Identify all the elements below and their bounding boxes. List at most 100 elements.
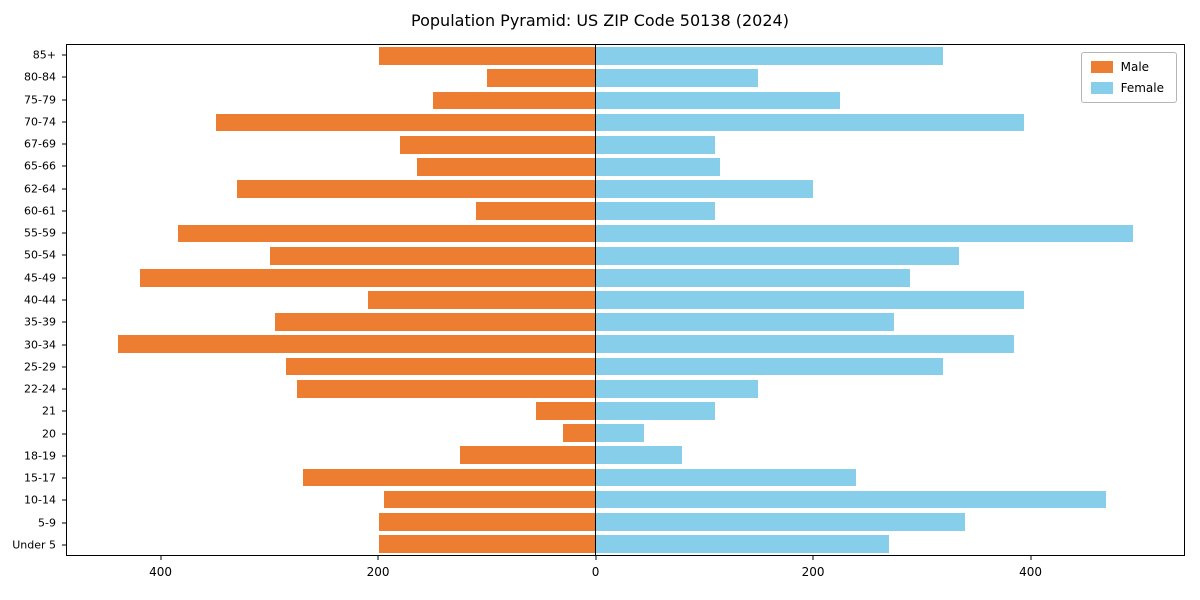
bar-female-80-84: [595, 69, 759, 88]
x-tick-mark: [812, 556, 814, 560]
y-tick-label: 5-9: [38, 516, 56, 530]
bar-female-20: [595, 424, 645, 442]
bar-male-10-14: [383, 490, 596, 509]
bar-male-67-69: [400, 135, 596, 154]
bar-male-25-29: [286, 357, 596, 376]
bar-male-50-54: [269, 246, 596, 265]
bar-female-5-9: [595, 512, 965, 531]
bar-male-18-19: [459, 446, 596, 465]
bar-female-35-39: [595, 313, 895, 332]
y-tick-label: 40-44: [24, 293, 56, 307]
bar-female-under-5: [595, 535, 889, 553]
y-tick-label: 85+: [32, 48, 56, 62]
bar-female-30-34: [595, 335, 1014, 354]
bar-female-65-66: [595, 158, 721, 176]
y-tick-mark: [62, 499, 66, 501]
y-tick-mark: [62, 210, 66, 212]
x-tick-label: 200: [366, 565, 390, 579]
y-tick-mark: [62, 121, 66, 123]
y-axis: 85+ 80-84 75-79 70-74 67-69 65-66 62-64 60-61 55…: [0, 44, 66, 556]
y-tick-label: 65-66: [24, 159, 56, 173]
y-tick-label: 60-61: [24, 204, 56, 218]
bar-male-21: [535, 402, 596, 420]
chart-title: Population Pyramid: US ZIP Code 50138 (2…: [411, 11, 789, 30]
plot-area: Male Female: [66, 44, 1185, 556]
bar-male-under-5: [378, 535, 596, 553]
y-tick-mark: [62, 54, 66, 56]
y-tick-mark: [62, 299, 66, 301]
x-tick-mark: [1030, 556, 1032, 560]
y-tick-label: 62-64: [24, 182, 56, 196]
bar-female-40-44: [595, 291, 1025, 309]
bar-female-21: [595, 402, 716, 420]
female-color-swatch: [1090, 82, 1113, 94]
y-tick-mark: [62, 143, 66, 145]
bar-female-10-14: [595, 490, 1106, 509]
y-tick-label: 80-84: [24, 70, 56, 84]
y-tick-mark: [62, 76, 66, 78]
x-tick-mark: [160, 556, 162, 560]
x-tick-label: 400: [1019, 565, 1043, 579]
bar-male-40-44: [367, 291, 596, 309]
y-tick-mark: [62, 544, 66, 546]
legend-label-female: Female: [1120, 81, 1164, 95]
bar-male-62-64: [237, 180, 596, 198]
bar-male-70-74: [215, 113, 596, 132]
bar-female-25-29: [595, 357, 943, 376]
bar-male-80-84: [487, 69, 596, 88]
y-tick-label: 22-24: [24, 382, 56, 396]
bar-female-18-19: [595, 446, 683, 465]
bar-female-60-61: [595, 202, 716, 221]
zero-axis-line: [594, 45, 597, 555]
bar-female-75-79: [595, 91, 840, 110]
y-tick-mark: [62, 165, 66, 167]
y-tick-label: 55-59: [24, 226, 56, 240]
y-tick-mark: [62, 188, 66, 190]
y-tick-label: 50-54: [24, 248, 56, 262]
y-tick-label: Under 5: [12, 538, 56, 552]
x-tick-label: 200: [801, 565, 825, 579]
y-tick-mark: [62, 522, 66, 524]
legend-item-female: Female: [1090, 81, 1164, 95]
y-tick-label: 45-49: [24, 271, 56, 285]
y-tick-label: 35-39: [24, 315, 56, 329]
bar-male-45-49: [139, 268, 596, 287]
bar-male-22-24: [297, 379, 596, 398]
y-tick-label: 20: [42, 427, 56, 441]
y-tick-mark: [62, 455, 66, 457]
bar-female-85-: [595, 47, 943, 65]
male-color-swatch: [1090, 61, 1113, 73]
y-tick-mark: [62, 99, 66, 101]
bar-male-5-9: [378, 512, 596, 531]
y-tick-mark: [62, 366, 66, 368]
bar-male-65-66: [416, 158, 596, 176]
bar-female-55-59: [595, 224, 1133, 243]
bar-male-20: [563, 424, 596, 442]
y-tick-mark: [62, 410, 66, 412]
bar-male-60-61: [476, 202, 596, 221]
y-tick-label: 30-34: [24, 338, 56, 352]
y-tick-mark: [62, 254, 66, 256]
x-tick-label: 400: [149, 565, 173, 579]
bar-male-85-: [378, 47, 596, 65]
y-tick-label: 15-17: [24, 471, 56, 485]
bar-female-45-49: [595, 268, 911, 287]
bar-male-55-59: [177, 224, 596, 243]
x-tick-mark: [595, 556, 597, 560]
bar-male-15-17: [302, 468, 596, 487]
bar-female-67-69: [595, 135, 716, 154]
bar-female-50-54: [595, 246, 960, 265]
y-tick-label: 21: [42, 404, 56, 418]
bar-female-62-64: [595, 180, 813, 198]
bar-female-70-74: [595, 113, 1025, 132]
y-tick-mark: [62, 388, 66, 390]
bar-female-22-24: [595, 379, 759, 398]
y-tick-label: 10-14: [24, 493, 56, 507]
legend-item-male: Male: [1090, 60, 1164, 74]
y-tick-mark: [62, 232, 66, 234]
bar-male-35-39: [275, 313, 596, 332]
y-tick-label: 18-19: [24, 449, 56, 463]
y-tick-label: 67-69: [24, 137, 56, 151]
y-tick-mark: [62, 277, 66, 279]
